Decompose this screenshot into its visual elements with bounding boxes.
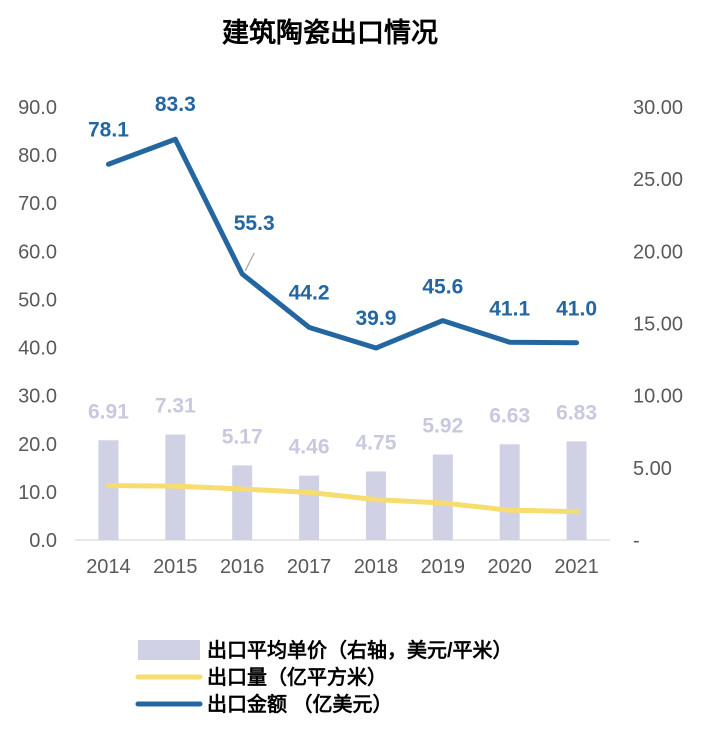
right-tick-label: 20.00 (633, 241, 683, 263)
legend-label: 出口平均单价（右轴，美元/平米） (207, 638, 513, 662)
value-point (509, 341, 511, 343)
volume-line (105, 483, 580, 515)
value-point (375, 347, 377, 349)
price-data-label: 6.91 (88, 400, 129, 423)
left-tick-label: 40.0 (18, 338, 57, 360)
value-point (308, 326, 310, 328)
value-data-label: 78.1 (88, 118, 129, 141)
value-data-label: 41.1 (489, 297, 530, 320)
price-bar (499, 444, 520, 540)
value-point (576, 342, 578, 344)
x-tick-label: 2020 (487, 556, 532, 578)
legend: 出口平均单价（右轴，美元/平米） 出口量（亿平方米） 出口金额 （亿美元） (135, 638, 513, 716)
value-data-label: 41.0 (556, 298, 597, 321)
right-tick-label: 30.00 (633, 97, 683, 119)
price-data-label: 5.92 (422, 415, 463, 438)
left-tick-label: 10.0 (18, 482, 57, 504)
legend-label: 出口量（亿平方米） (207, 665, 387, 689)
price-data-label: 7.31 (155, 394, 196, 417)
right-axis: - 5.00 10.00 15.00 20.00 25.00 30.00 (633, 97, 683, 552)
left-tick-label: 20.0 (18, 434, 57, 456)
price-data-label: 6.63 (489, 404, 530, 427)
x-tick-label: 2015 (153, 556, 198, 578)
value-point (442, 320, 444, 322)
volume-point (308, 491, 310, 493)
price-data-label: 4.75 (356, 431, 397, 454)
value-data-label: 44.2 (289, 281, 330, 304)
price-data-label: 5.17 (222, 425, 263, 448)
left-tick-label: 60.0 (18, 241, 57, 263)
chart-title: 建筑陶瓷出口情况 (222, 17, 438, 48)
price-data-label: 4.46 (289, 436, 330, 459)
price-bar (299, 475, 320, 540)
right-tick-label: 10.00 (633, 386, 683, 408)
volume-line-series (105, 483, 580, 515)
price-bar (232, 465, 253, 540)
value-point (241, 273, 243, 275)
right-tick-label: 25.00 (633, 169, 683, 191)
left-axis: 0.0 10.0 20.0 30.0 40.0 50.0 60.0 70.0 80.0 90.0 (18, 97, 57, 552)
right-tick-label: - (633, 530, 640, 552)
left-tick-label: 70.0 (18, 193, 57, 215)
value-line (105, 136, 580, 351)
x-tick-label: 2016 (220, 556, 265, 578)
volume-point (174, 485, 176, 487)
volume-point (576, 511, 578, 513)
left-tick-label: 50.0 (18, 289, 57, 311)
left-tick-label: 30.0 (18, 386, 57, 408)
right-tick-label: 5.00 (633, 458, 672, 480)
left-tick-label: 80.0 (18, 145, 57, 167)
price-data-label: 6.83 (556, 401, 597, 424)
value-data-label: 83.3 (155, 93, 196, 116)
volume-point (107, 485, 109, 487)
price-bar (98, 440, 119, 540)
label-leader-line (244, 252, 255, 272)
x-tick-label: 2021 (554, 556, 599, 578)
x-tick-label: 2014 (86, 556, 131, 578)
right-tick-label: 15.00 (633, 314, 683, 336)
value-data-labels: 78.1 83.3 55.3 44.2 39.9 45.6 41.1 41.0 (88, 93, 597, 330)
value-data-label: 39.9 (356, 307, 397, 330)
price-bar (566, 441, 587, 540)
x-tick-label: 2019 (421, 556, 466, 578)
volume-point (509, 509, 511, 511)
x-tick-label: 2018 (354, 556, 399, 578)
price-bar (365, 471, 386, 540)
price-bar-labels: 6.91 7.31 5.17 4.46 4.75 5.92 6.63 6.83 (88, 394, 597, 458)
value-point (174, 138, 176, 140)
left-tick-label: 0.0 (29, 530, 57, 552)
value-data-label: 45.6 (422, 276, 463, 299)
legend-swatch-price (138, 640, 200, 660)
legend-label: 出口金额 （亿美元） (207, 692, 393, 716)
x-tick-label: 2017 (287, 556, 332, 578)
value-line-series (105, 136, 580, 351)
volume-point (442, 502, 444, 504)
value-data-label: 55.3 (234, 212, 275, 235)
volume-point (375, 499, 377, 501)
price-bars (98, 434, 587, 540)
volume-point (241, 488, 243, 490)
x-axis: 2014 2015 2016 2017 2018 2019 2020 2021 (86, 556, 599, 578)
value-point (107, 163, 109, 165)
price-bar (432, 454, 453, 540)
left-tick-label: 90.0 (18, 97, 57, 119)
